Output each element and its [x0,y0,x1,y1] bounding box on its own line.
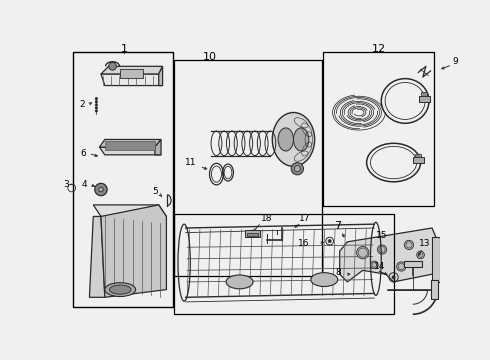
Bar [431,280,438,299]
Circle shape [291,163,303,175]
Polygon shape [432,237,440,282]
Ellipse shape [105,283,136,297]
Text: 4: 4 [81,180,87,189]
Polygon shape [101,74,163,86]
Text: 12: 12 [372,44,386,54]
Circle shape [109,62,117,70]
Circle shape [95,98,98,100]
Text: 11: 11 [185,158,197,167]
Text: 2: 2 [80,100,85,109]
Text: 16: 16 [298,239,309,248]
Circle shape [95,104,98,106]
Polygon shape [99,147,161,155]
Bar [413,157,424,163]
Bar [247,233,258,237]
Ellipse shape [278,128,294,151]
Text: 8: 8 [335,268,341,277]
Circle shape [416,251,424,259]
Text: 5: 5 [152,186,158,195]
Text: 9: 9 [452,57,458,66]
Circle shape [328,239,331,243]
Text: 1: 1 [121,44,127,54]
Text: 18: 18 [261,214,272,223]
Bar [419,95,430,102]
Polygon shape [101,205,167,297]
Bar [120,69,143,78]
Polygon shape [89,216,105,297]
Circle shape [397,262,406,271]
Text: 14: 14 [374,262,386,271]
Circle shape [98,187,103,192]
Circle shape [95,107,98,109]
Polygon shape [99,139,161,147]
Polygon shape [340,228,440,282]
Bar [74,53,173,306]
Text: 3: 3 [63,180,69,189]
Polygon shape [155,139,161,155]
Circle shape [370,261,378,269]
Bar [245,230,260,237]
Polygon shape [93,205,167,216]
Circle shape [392,276,395,279]
Bar [404,261,422,267]
Bar [415,154,421,157]
Circle shape [95,183,107,195]
Text: 13: 13 [418,239,430,248]
Ellipse shape [109,285,131,294]
Circle shape [357,247,369,259]
Circle shape [377,245,387,254]
Bar [105,141,155,150]
Bar [174,214,393,314]
Text: 6: 6 [80,149,86,158]
Circle shape [95,110,98,112]
Bar [421,93,427,95]
Bar [323,53,435,206]
Polygon shape [159,66,163,86]
Text: 7: 7 [334,221,341,231]
Ellipse shape [226,275,253,289]
Polygon shape [101,66,163,74]
Ellipse shape [272,112,315,166]
Bar [174,60,322,276]
Ellipse shape [294,128,309,151]
Text: 17: 17 [299,214,311,223]
Ellipse shape [311,273,338,287]
Circle shape [404,240,414,249]
Circle shape [95,100,98,103]
Circle shape [294,166,300,172]
Text: 15: 15 [376,231,388,240]
Text: 10: 10 [203,52,218,62]
